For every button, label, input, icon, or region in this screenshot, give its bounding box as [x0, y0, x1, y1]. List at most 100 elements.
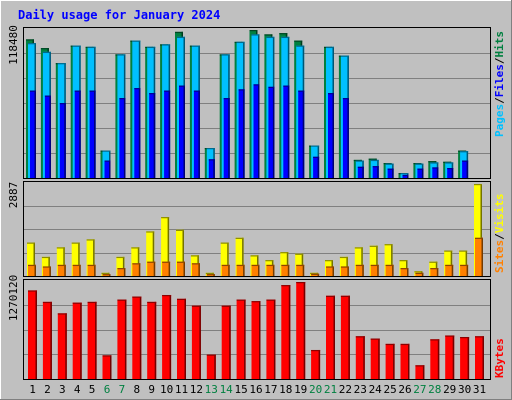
sites-bar-shade	[64, 264, 66, 276]
kbytes-bar-shade	[184, 298, 186, 379]
visits-bar-top	[86, 239, 95, 241]
hits-bar-top	[353, 159, 362, 162]
sites-bar	[177, 261, 185, 276]
pages-bar-top	[402, 174, 409, 177]
day-label: 7	[119, 383, 126, 396]
sites-bar	[460, 264, 469, 276]
kbytes-bar	[311, 349, 321, 379]
kbytes-bar-top	[221, 305, 231, 307]
day-label: 2	[44, 383, 51, 396]
sites-bar-shade	[94, 264, 96, 276]
pages-bar	[313, 156, 320, 178]
sites-bar-shade	[302, 264, 305, 276]
kbytes-bar-top	[236, 299, 246, 301]
hits-bar-top	[413, 163, 422, 165]
kbytes-bar-top	[355, 336, 365, 338]
visits-bar-top	[414, 271, 423, 273]
visits-bar-top	[399, 260, 408, 262]
sites-bar-top	[400, 268, 409, 270]
kbytes-bar-top	[191, 305, 201, 307]
day-label: 8	[133, 383, 140, 396]
pages-bar-top	[372, 166, 379, 168]
visits-bar-top	[444, 250, 453, 252]
sites-bar-top	[162, 261, 171, 263]
kbytes-bar-shade	[95, 301, 97, 379]
visits-bar	[369, 245, 378, 276]
visits-bar-top	[176, 229, 184, 231]
visits-bar-top	[161, 217, 170, 219]
pages-bar	[119, 98, 126, 178]
sites-bar-shade	[153, 261, 156, 276]
sites-bar	[117, 268, 126, 276]
legend-separator: /	[493, 57, 506, 64]
visits-bar-top	[369, 245, 378, 247]
kbytes-bar	[266, 299, 276, 379]
pages-bar-shade	[109, 160, 111, 178]
sites-bar-top	[445, 264, 454, 267]
day-label: 30	[458, 383, 471, 396]
visits-bar	[235, 237, 244, 276]
legend-separator: /	[493, 97, 506, 104]
kbytes-bar-top	[296, 282, 306, 284]
visits-bar	[339, 256, 348, 276]
pages-bar	[447, 168, 454, 178]
pages-bar-shade	[287, 85, 290, 178]
visits-bar-top	[354, 247, 363, 249]
sites-bar-top	[206, 274, 215, 276]
day-label: 25	[383, 383, 396, 396]
visits-bar-top	[429, 261, 438, 263]
files-bar-top	[385, 163, 394, 165]
pages-bar-top	[283, 85, 290, 87]
day-label: 21	[324, 383, 337, 396]
visits-bar	[56, 247, 65, 276]
kbytes-bar	[281, 285, 291, 379]
hits-bar-top	[428, 161, 437, 163]
day-label: 5	[89, 383, 96, 396]
day-label: 12	[190, 383, 203, 396]
visits-bar-shade	[137, 247, 140, 276]
kbytes-bar	[102, 355, 112, 379]
visits-bar-shade	[167, 217, 170, 276]
pages-bar-shade	[198, 90, 200, 178]
kbytes-bar-top	[57, 313, 67, 315]
kbytes-bar-top	[340, 295, 350, 297]
pages-bar-top	[208, 159, 215, 161]
kbytes-y-max-label: 1270120	[7, 275, 20, 321]
sites-bar-shade	[421, 272, 424, 276]
pages-bar-shade	[436, 167, 439, 178]
pages-bar-shade	[183, 85, 185, 178]
sites-bar-top	[102, 274, 111, 276]
visits-bar-top	[280, 252, 289, 254]
visits-bar-shade	[286, 252, 289, 276]
visits-bar-shade	[93, 239, 95, 276]
legend-hits: Hits	[493, 31, 506, 58]
pages-bar-top	[253, 84, 260, 86]
visits-bar-top	[459, 250, 468, 252]
day-label: 16	[249, 383, 262, 396]
visits-bar-shade	[122, 256, 125, 276]
pages-bar	[59, 103, 66, 178]
pages-bar-shade	[421, 168, 424, 178]
pages-bar-shade	[377, 166, 379, 178]
files-bar-top	[296, 45, 305, 47]
sites-bar-top	[42, 266, 51, 268]
pages-bar	[134, 88, 141, 178]
pages-bar-shade	[79, 90, 81, 178]
pages-bar	[104, 160, 111, 178]
pages-bar	[402, 174, 409, 178]
pages-bar	[164, 90, 171, 178]
pages-bar-shade	[362, 166, 364, 178]
sites-bar-shade	[183, 261, 185, 276]
visits-bar	[176, 229, 184, 276]
sites-bar	[430, 268, 439, 276]
visits-legend: Sites/Visits	[493, 194, 506, 274]
visits-bar	[131, 247, 140, 276]
pages-bar-shade	[49, 95, 51, 178]
pages-bar-top	[298, 90, 305, 92]
kbytes-bar	[370, 338, 380, 379]
files-bar-top	[72, 45, 81, 47]
kbytes-bar	[385, 343, 395, 379]
sites-bar	[281, 264, 290, 276]
sites-bar-top	[281, 264, 290, 267]
pages-bar	[253, 84, 260, 178]
